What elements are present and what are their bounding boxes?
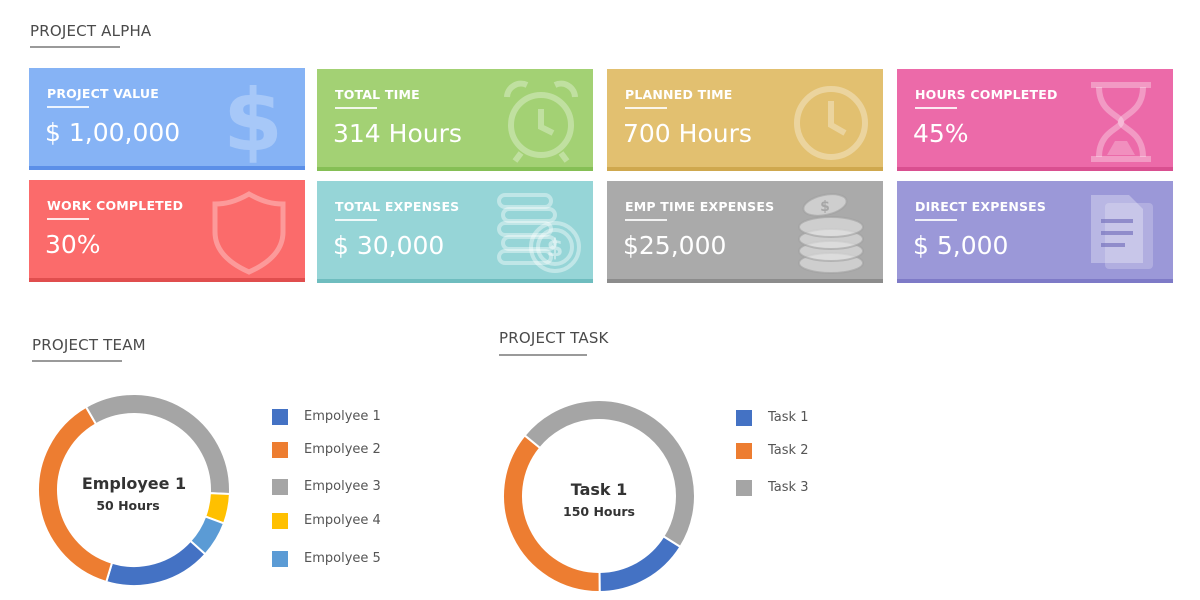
team-donut-chart <box>37 393 231 587</box>
card-value: 700 Hours <box>623 119 752 148</box>
card-underline <box>47 106 89 108</box>
card-label: TOTAL EXPENSES <box>335 199 460 214</box>
svg-text:$: $ <box>547 234 564 262</box>
card-hours-completed[interactable]: HOURS COMPLETED 45% <box>897 69 1173 171</box>
card-underline <box>47 218 89 220</box>
task-legend-label: Task 1 <box>768 410 809 425</box>
card-label: HOURS COMPLETED <box>915 87 1058 102</box>
alarm-clock-icon <box>504 80 578 163</box>
team-donut-segment-1[interactable] <box>105 539 207 587</box>
team-donut-segment-5[interactable] <box>189 515 226 556</box>
dollar-icon: $ <box>223 74 283 164</box>
hourglass-icon <box>1091 82 1151 162</box>
card-label: PLANNED TIME <box>625 87 733 102</box>
card-bottom-bar <box>607 279 883 283</box>
task-legend-label: Task 2 <box>768 443 809 458</box>
card-underline <box>335 219 377 221</box>
card-underline <box>335 107 377 109</box>
team-legend-swatch <box>272 513 288 529</box>
card-value: $ 30,000 <box>333 231 445 260</box>
card-value: $ 5,000 <box>913 231 1009 260</box>
task-legend-label: Task 3 <box>768 480 809 495</box>
team-legend-label: Empolyee 3 <box>304 479 381 494</box>
team-section-title: PROJECT TEAM <box>32 336 146 354</box>
card-emp-time-expenses[interactable]: EMP TIME EXPENSES $25,000 $ <box>607 181 883 283</box>
task-section-underline <box>499 354 587 356</box>
card-bottom-bar <box>29 166 305 170</box>
card-bottom-bar <box>317 167 593 171</box>
team-legend-label: Empolyee 5 <box>304 551 381 566</box>
task-donut-segment-3[interactable] <box>523 399 696 549</box>
clock-icon <box>794 86 868 160</box>
card-value: $ 1,00,000 <box>45 118 181 147</box>
card-direct-expenses[interactable]: DIRECT EXPENSES $ 5,000 <box>897 181 1173 283</box>
coins-icon: $ <box>497 193 581 273</box>
document-icon <box>1091 195 1153 269</box>
card-value: 314 Hours <box>333 119 462 148</box>
card-label: TOTAL TIME <box>335 87 420 102</box>
task-legend-swatch <box>736 410 752 426</box>
card-value: 45% <box>913 119 969 148</box>
page-title-underline <box>30 46 120 48</box>
svg-text:$: $ <box>223 74 283 164</box>
card-underline <box>915 107 957 109</box>
card-label: WORK COMPLETED <box>47 198 184 213</box>
card-value: 30% <box>45 230 101 259</box>
team-legend-label: Empolyee 4 <box>304 513 381 528</box>
team-section-underline <box>32 360 122 362</box>
task-section-title: PROJECT TASK <box>499 329 609 347</box>
card-underline <box>915 219 957 221</box>
team-legend-label: Empolyee 2 <box>304 442 381 457</box>
card-bottom-bar <box>607 167 883 171</box>
card-underline <box>625 219 667 221</box>
team-donut-center-title: Employee 1 <box>81 474 187 493</box>
task-legend-swatch <box>736 443 752 459</box>
card-bottom-bar <box>29 278 305 282</box>
shield-icon <box>212 191 286 275</box>
card-planned-time[interactable]: PLANNED TIME 700 Hours <box>607 69 883 171</box>
team-donut-segment-2[interactable] <box>37 405 114 584</box>
page-title: PROJECT ALPHA <box>30 22 152 40</box>
card-label: EMP TIME EXPENSES <box>625 199 775 214</box>
coin-stack-icon: $ <box>798 193 864 274</box>
card-label: DIRECT EXPENSES <box>915 199 1047 214</box>
task-donut-center-title: Task 1 <box>570 480 628 499</box>
card-work-completed[interactable]: WORK COMPLETED 30% <box>29 180 305 282</box>
card-bottom-bar <box>897 167 1173 171</box>
task-donut-chart <box>502 399 696 594</box>
team-legend-swatch <box>272 442 288 458</box>
card-value: $25,000 <box>623 231 727 260</box>
card-bottom-bar <box>897 279 1173 283</box>
card-project-value[interactable]: PROJECT VALUE $ 1,00,000 $ <box>29 68 305 170</box>
card-total-expenses[interactable]: TOTAL EXPENSES $ 30,000 $ <box>317 181 593 283</box>
task-donut-segment-1[interactable] <box>598 534 682 594</box>
team-legend-label: Empolyee 1 <box>304 409 381 424</box>
card-total-time[interactable]: TOTAL TIME 314 Hours <box>317 69 593 171</box>
svg-text:$: $ <box>820 199 830 215</box>
card-underline <box>625 107 667 109</box>
card-label: PROJECT VALUE <box>47 86 159 101</box>
task-donut-center-sub: 150 Hours <box>563 504 635 519</box>
card-bottom-bar <box>317 279 593 283</box>
team-legend-swatch <box>272 409 288 425</box>
team-donut-center-sub: 50 Hours <box>96 498 160 513</box>
task-legend-swatch <box>736 480 752 496</box>
team-legend-swatch <box>272 479 288 495</box>
team-legend-swatch <box>272 551 288 567</box>
